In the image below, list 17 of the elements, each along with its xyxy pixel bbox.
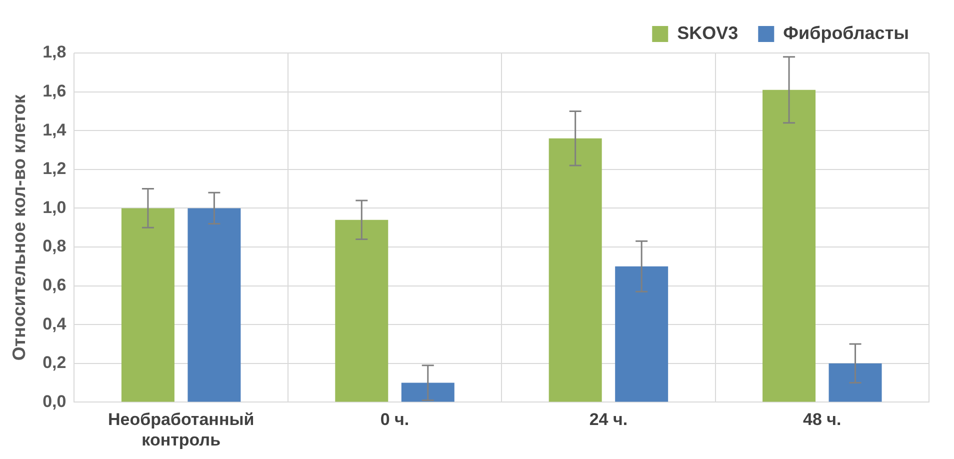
x-tick-label: 24 ч. [589, 410, 628, 430]
x-tick-label: 48 ч. [803, 410, 842, 430]
legend-label: Фибробласты [783, 22, 910, 43]
y-tick-label: 1,4 [42, 120, 67, 140]
legend-label: SKOV3 [677, 22, 738, 43]
y-tick-label: 0,4 [42, 314, 67, 334]
x-tick-label: 0 ч. [380, 410, 410, 430]
y-tick-label: 1,6 [42, 81, 66, 100]
y-tick-label: 1,2 [42, 159, 66, 178]
y-tick-label: 1,0 [42, 198, 66, 217]
x-tick-label: Необработанный контроль [108, 410, 254, 450]
y-tick-label: 0,8 [42, 236, 66, 256]
y-tick-label: 0,0 [42, 392, 66, 411]
y-tick-label: 0,6 [42, 275, 66, 294]
y-axis-title: Относительное кол-во клеток [8, 94, 29, 361]
y-tick-label: 1,8 [42, 42, 66, 62]
y-tick-label: 0,2 [42, 353, 66, 372]
